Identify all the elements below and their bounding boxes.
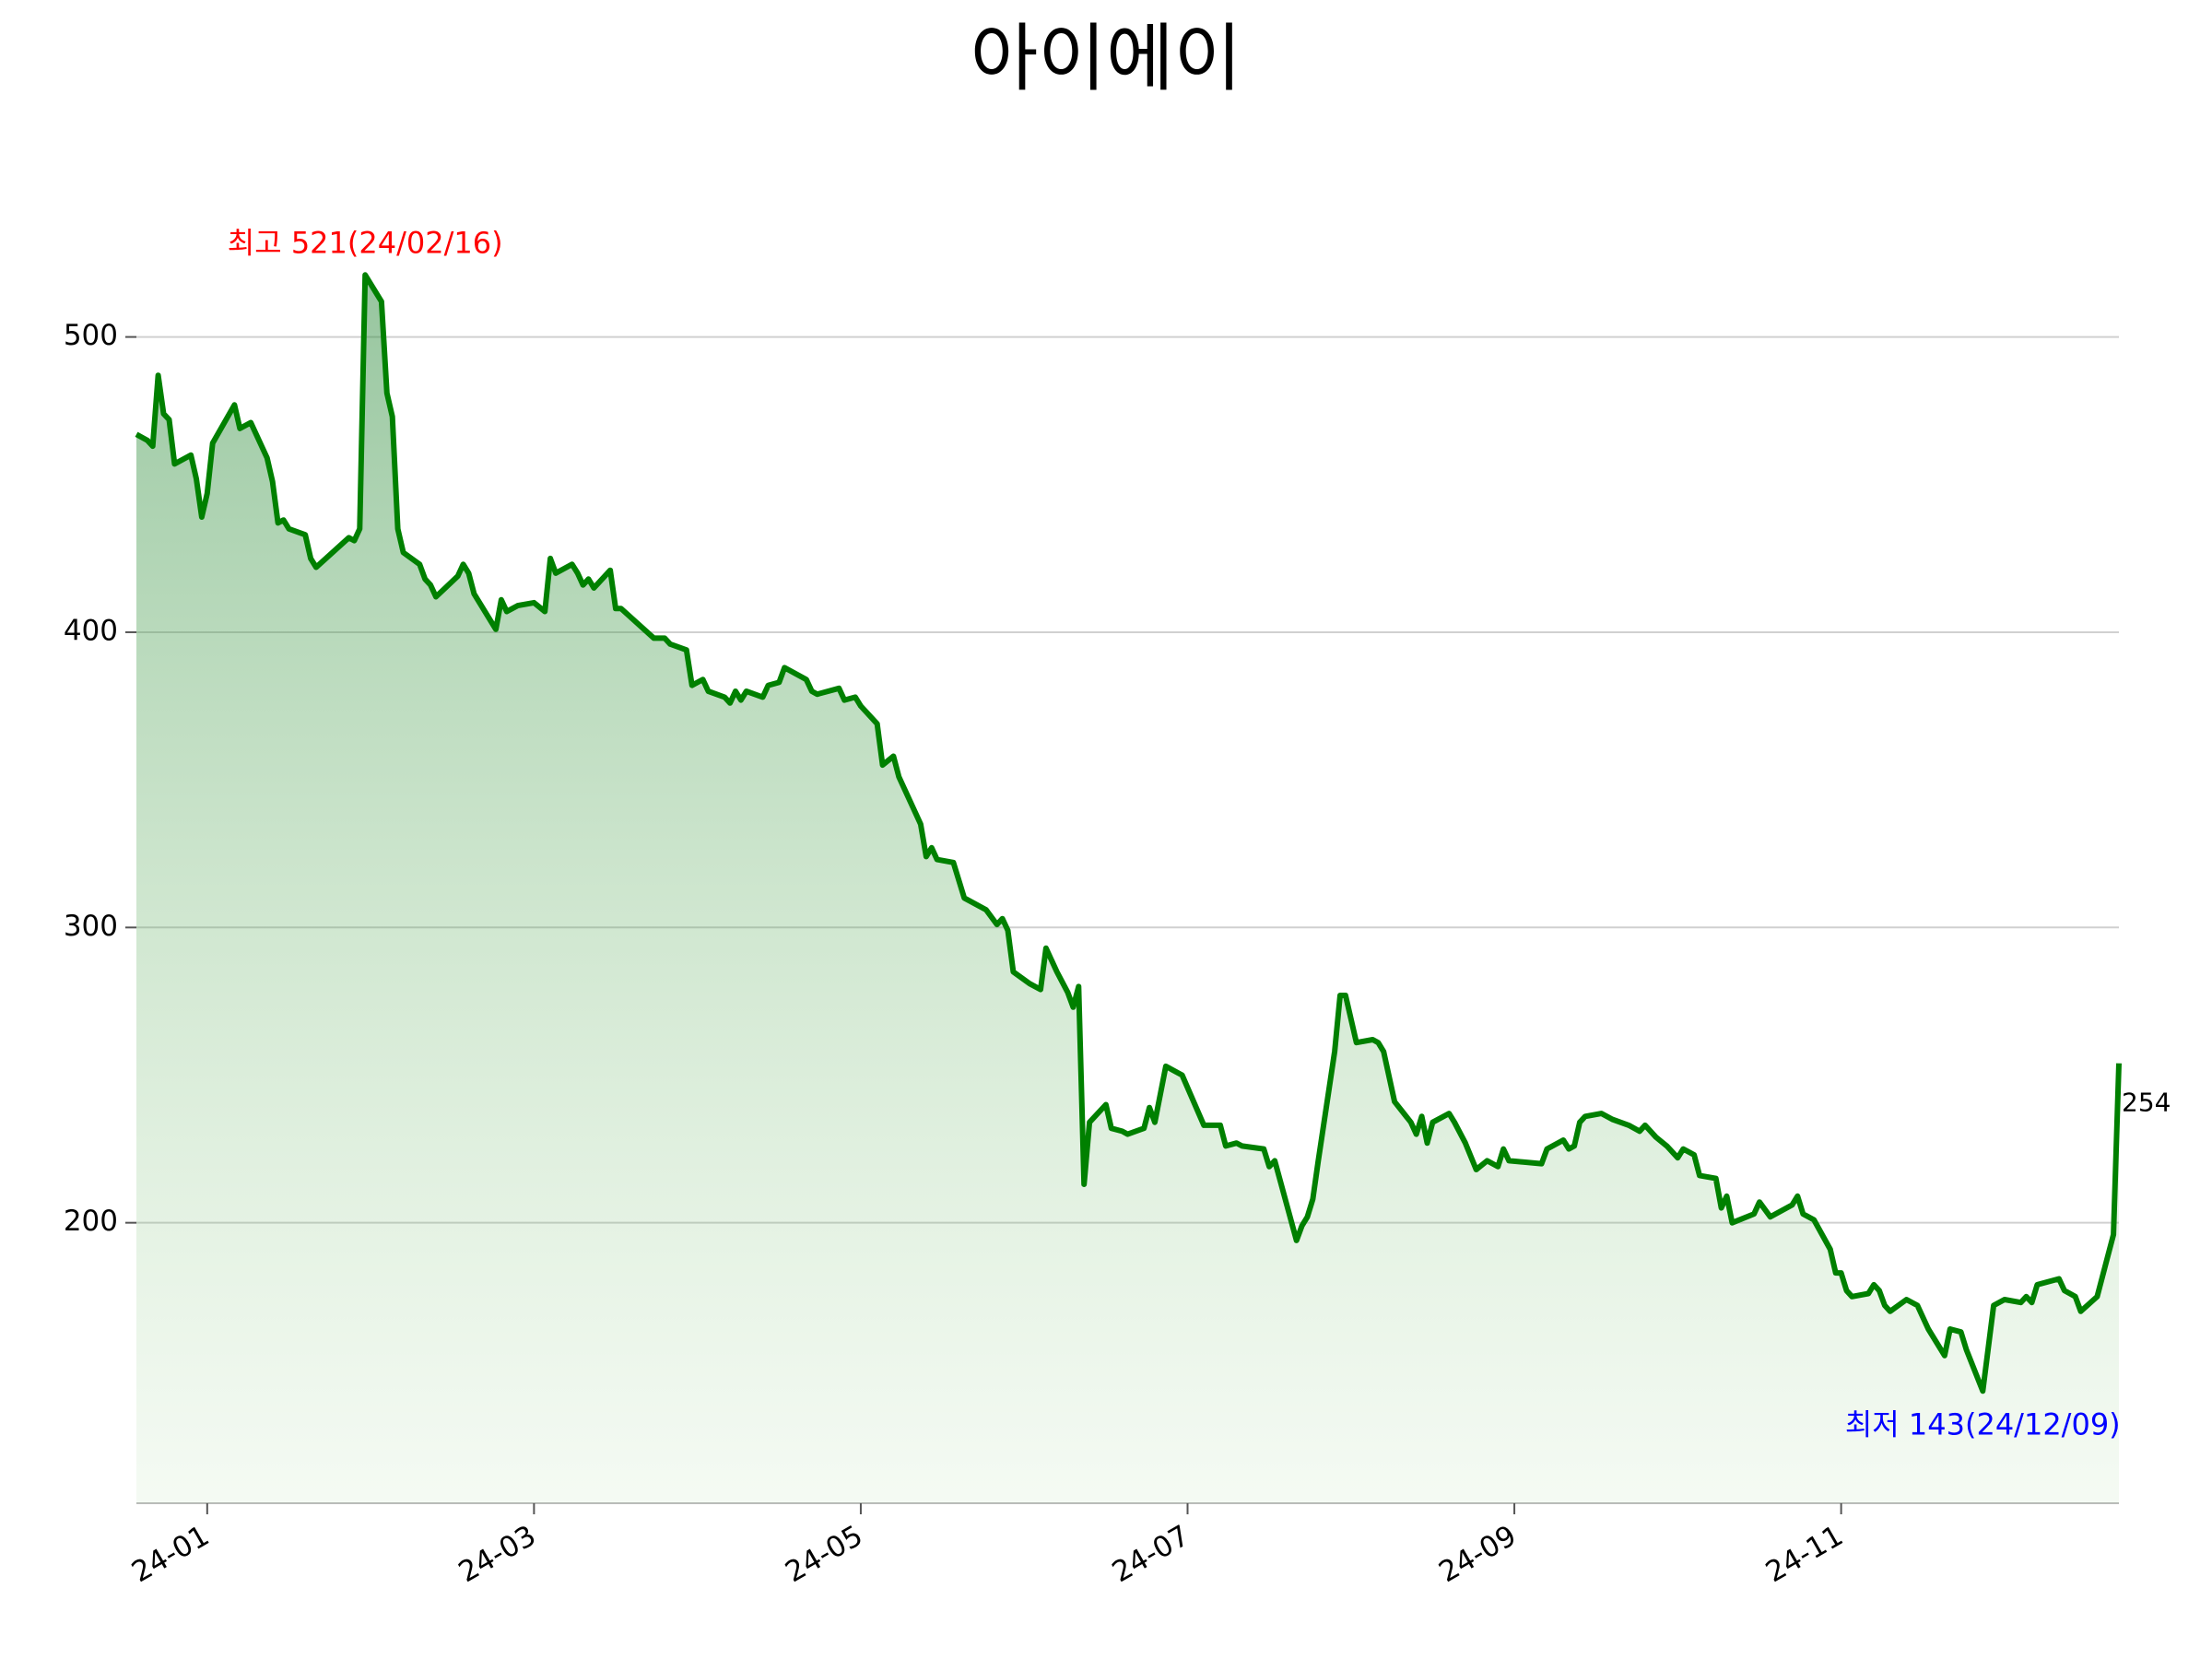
- x-tick-label: 24-01: [126, 1519, 215, 1589]
- x-tick-label: 24-09: [1433, 1519, 1522, 1589]
- price-line: [135, 272, 2122, 1394]
- y-tick-label: 300: [64, 910, 118, 943]
- chart-title: 아이에이: [971, 16, 1241, 101]
- x-tick-label: 24-07: [1107, 1519, 1195, 1589]
- x-tick-label: 24-05: [780, 1519, 868, 1589]
- y-tick-label: 200: [64, 1205, 118, 1238]
- x-tick-label: 24-11: [1760, 1519, 1849, 1589]
- annotation: 최고 521(24/02/16): [228, 225, 503, 260]
- last-value-label: 254: [2122, 1088, 2171, 1118]
- y-tick-label: 500: [64, 319, 118, 352]
- area: [136, 275, 2119, 1503]
- x-tick-label: 24-03: [453, 1519, 542, 1589]
- y-tick-label: 400: [64, 614, 118, 647]
- annotation: 최저 143(24/12/09): [1845, 1406, 2121, 1441]
